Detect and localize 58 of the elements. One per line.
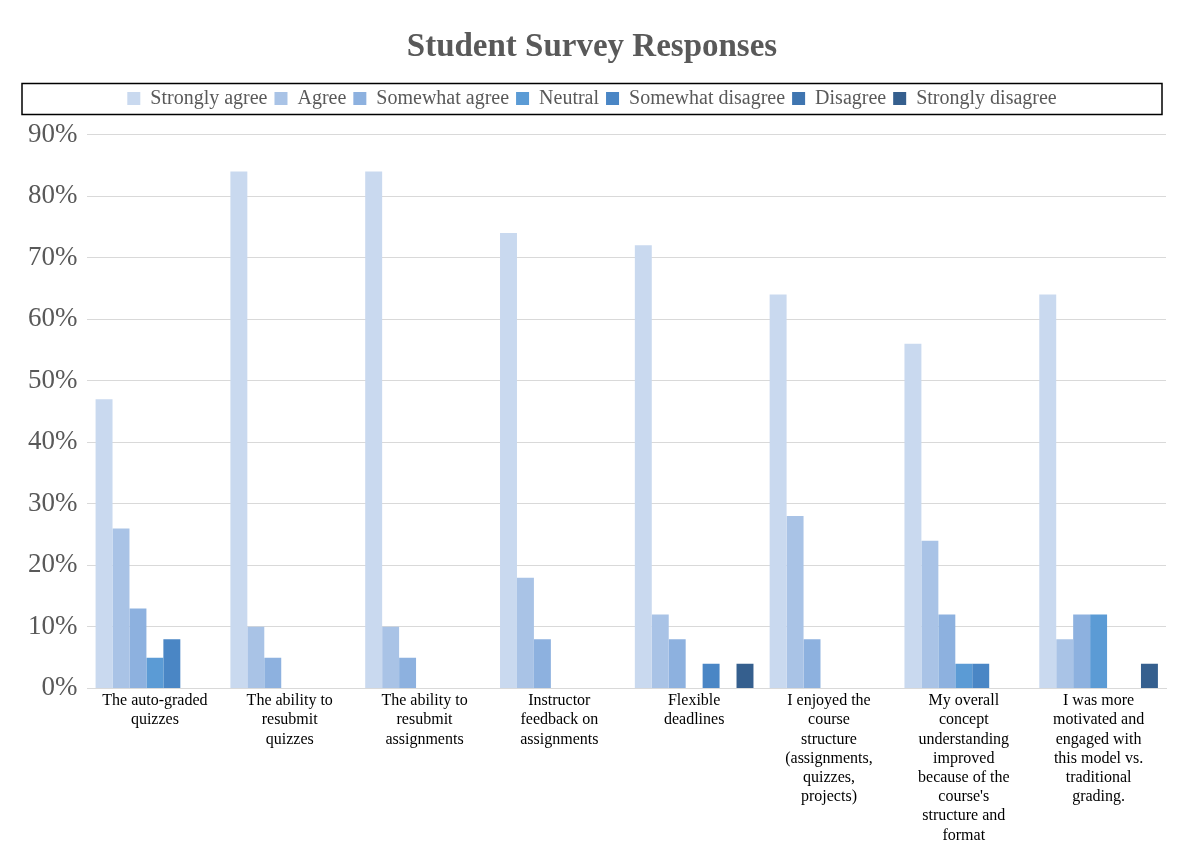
bar	[921, 540, 939, 688]
legend-label: Somewhat agree	[376, 85, 510, 109]
bar	[247, 626, 265, 688]
bar	[1056, 639, 1074, 688]
bar	[955, 663, 973, 688]
bar	[803, 639, 821, 688]
y-tick-label: 70%	[27, 240, 78, 271]
bar	[736, 663, 754, 688]
bar	[146, 657, 164, 688]
y-tick-label: 60%	[27, 302, 78, 333]
bar	[365, 171, 383, 688]
bar	[651, 614, 669, 688]
x-tick-label: Instructor feedback on assignments	[520, 691, 599, 748]
x-tick-label: Flexible deadlines	[663, 691, 725, 728]
x-tick-label: I enjoyed the course structure (assignments, quizzes, projects)	[785, 691, 873, 806]
bar	[1140, 663, 1158, 688]
bar	[399, 657, 417, 688]
bar	[786, 516, 804, 688]
bar	[163, 639, 181, 688]
bar	[230, 171, 248, 688]
y-tick-label: 40%	[27, 425, 78, 456]
bar	[1039, 294, 1057, 688]
bar	[938, 614, 956, 688]
y-tick-label: 90%	[27, 117, 78, 148]
legend-label: Strongly disagree	[916, 85, 1057, 109]
x-tick-label: My overall concept understanding improved because of the course's structure and format	[918, 691, 1010, 843]
legend-label: Agree	[297, 85, 347, 109]
y-tick-label: 50%	[27, 363, 78, 394]
legend-label: Strongly agree	[150, 85, 268, 109]
bar	[129, 608, 147, 688]
bar	[95, 399, 113, 688]
bar	[769, 294, 787, 688]
bar	[500, 233, 517, 688]
chart-title: Student Survey Responses	[406, 27, 778, 64]
bar	[533, 639, 551, 688]
bar	[264, 657, 282, 688]
y-tick-label: 10%	[27, 609, 78, 640]
y-tick-label: 30%	[27, 486, 78, 517]
bar	[1073, 614, 1091, 688]
bar	[382, 626, 400, 688]
bar	[1090, 614, 1108, 688]
legend-label: Somewhat disagree	[629, 85, 786, 109]
x-tick-label: I was more motivated and engaged with this model vs. traditional grading.	[1053, 691, 1145, 806]
bar	[516, 577, 534, 688]
y-tick-label: 80%	[27, 179, 78, 210]
legend-label: Neutral	[539, 85, 600, 108]
bar	[702, 663, 720, 688]
legend-label: Disagree	[815, 85, 887, 109]
bar	[634, 245, 652, 688]
x-tick-label: The ability to resubmit assignments	[381, 691, 468, 748]
bar	[668, 639, 686, 688]
y-tick-label: 0%	[41, 671, 78, 702]
bar	[972, 663, 990, 688]
x-tick-label: The auto-graded quizzes	[102, 691, 208, 729]
x-tick-label: The ability to resubmit quizzes	[246, 691, 333, 748]
bar	[904, 343, 922, 688]
bar	[112, 528, 130, 688]
y-tick-label: 20%	[27, 548, 78, 579]
